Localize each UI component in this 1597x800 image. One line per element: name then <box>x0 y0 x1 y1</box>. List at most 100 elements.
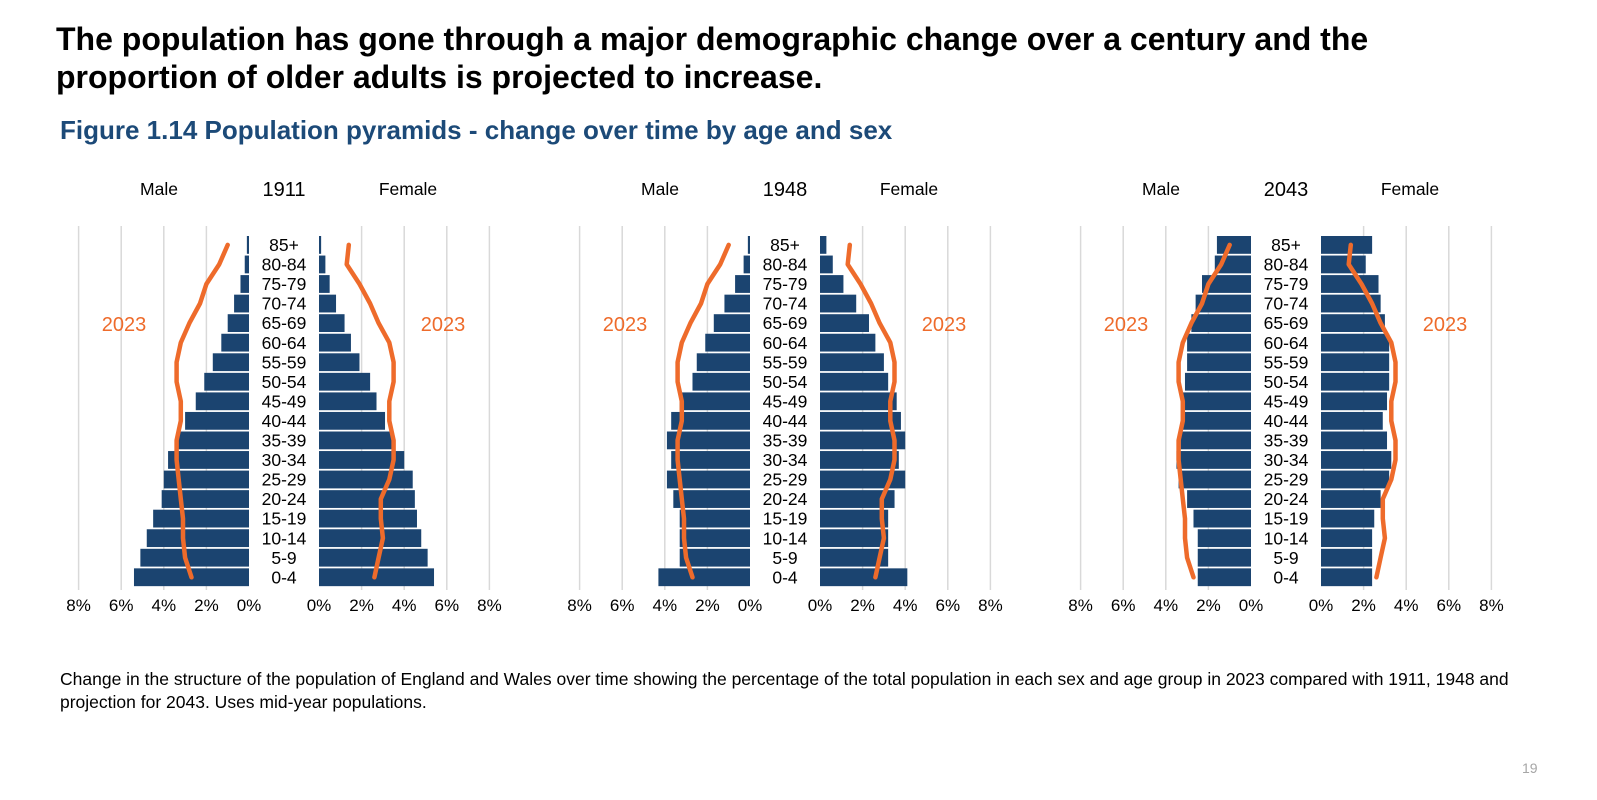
age-group-label: 60-64 <box>262 333 307 353</box>
female-bar <box>1321 490 1381 508</box>
female-bar <box>1321 333 1390 352</box>
male-bar <box>692 372 750 391</box>
female-bar <box>1321 548 1373 567</box>
male-axis-tick-label: 4% <box>152 596 177 615</box>
female-2023-label: 2023 <box>922 314 967 336</box>
pyramid-year-title: 1948 <box>763 179 808 201</box>
age-group-label: 40-44 <box>763 411 808 431</box>
male-bar <box>679 529 750 548</box>
female-axis-tick-label: 2% <box>349 596 374 615</box>
male-axis-tick-label: 2% <box>194 596 219 615</box>
female-bar <box>319 451 405 469</box>
age-group-label: 35-39 <box>1264 431 1309 451</box>
female-header: Female <box>1381 179 1439 199</box>
female-bar <box>1321 451 1392 469</box>
female-bar <box>1321 314 1385 332</box>
female-bar <box>319 509 417 528</box>
female-axis-tick-label: 8% <box>1479 596 1504 615</box>
female-bar <box>820 509 889 528</box>
male-bar <box>743 255 750 274</box>
female-bar <box>820 451 899 469</box>
male-axis-tick-label: 6% <box>109 596 134 615</box>
female-bar <box>820 372 889 391</box>
female-bar <box>1321 411 1383 430</box>
female-axis-tick-label: 0% <box>808 596 833 615</box>
female-header: Female <box>379 179 437 199</box>
age-group-label: 25-29 <box>262 470 307 490</box>
male-bar <box>671 411 750 430</box>
male-axis-tick-label: 4% <box>653 596 678 615</box>
age-group-label: 70-74 <box>1264 294 1309 314</box>
male-2023-label: 2023 <box>102 314 147 336</box>
male-bar <box>212 353 249 372</box>
male-axis-tick-label: 8% <box>1068 596 1093 615</box>
age-group-label: 75-79 <box>1264 274 1309 294</box>
female-axis-tick-label: 6% <box>1437 596 1462 615</box>
age-group-label: 55-59 <box>1264 352 1309 372</box>
female-bar <box>1321 568 1373 587</box>
female-bar <box>319 236 322 254</box>
female-axis-tick-label: 0% <box>307 596 332 615</box>
male-bar <box>1180 431 1251 450</box>
female-axis-tick-label: 6% <box>936 596 961 615</box>
age-group-label: 50-54 <box>262 372 307 392</box>
age-group-label: 40-44 <box>262 411 307 431</box>
age-group-label: 55-59 <box>763 352 808 372</box>
female-bar <box>319 490 415 508</box>
male-bar <box>666 470 750 489</box>
female-bar <box>319 470 413 489</box>
male-bar <box>658 568 750 587</box>
age-group-label: 45-49 <box>262 391 307 411</box>
male-2023-label: 2023 <box>603 314 648 336</box>
age-group-label: 85+ <box>1271 235 1301 255</box>
age-group-label: 65-69 <box>763 313 808 333</box>
male-axis-tick-label: 2% <box>1196 596 1221 615</box>
age-group-label: 5-9 <box>271 548 296 568</box>
male-bar <box>724 294 750 313</box>
male-2023-line <box>174 242 230 580</box>
age-group-label: 30-34 <box>763 450 808 470</box>
male-bar <box>1176 451 1251 469</box>
male-axis-tick-label: 0% <box>738 596 763 615</box>
female-bar <box>820 411 901 430</box>
female-bar <box>820 490 895 508</box>
age-group-label: 30-34 <box>1264 450 1309 470</box>
age-group-label: 0-4 <box>1273 567 1299 587</box>
female-bar <box>319 411 386 430</box>
female-2023-label: 2023 <box>1423 314 1468 336</box>
female-bar <box>820 548 889 567</box>
male-bar <box>163 470 249 489</box>
male-bar <box>1197 548 1251 567</box>
male-bar <box>1187 353 1251 372</box>
age-group-label: 30-34 <box>262 450 307 470</box>
age-group-label: 0-4 <box>271 567 297 587</box>
age-group-label: 55-59 <box>262 352 307 372</box>
male-bar <box>1184 372 1251 391</box>
male-bar <box>1178 470 1251 489</box>
male-bar <box>679 509 750 528</box>
female-bar <box>820 255 833 274</box>
male-bar <box>146 529 249 548</box>
age-group-label: 20-24 <box>763 489 808 509</box>
female-2023-line <box>1346 242 1398 580</box>
age-group-label: 60-64 <box>1264 333 1309 353</box>
male-bar <box>1195 294 1251 313</box>
age-group-label: 75-79 <box>763 274 808 294</box>
age-group-label: 70-74 <box>763 294 808 314</box>
female-header: Female <box>880 179 938 199</box>
female-axis-tick-label: 8% <box>978 596 1003 615</box>
male-bar <box>1202 275 1251 293</box>
age-group-label: 40-44 <box>1264 411 1309 431</box>
page-number: 19 <box>1522 760 1538 776</box>
female-bar <box>820 470 906 489</box>
female-bar <box>820 333 876 352</box>
female-bar <box>1321 294 1381 313</box>
age-group-label: 10-14 <box>763 528 808 548</box>
female-bar <box>1321 372 1390 391</box>
male-bar <box>204 372 249 391</box>
male-bar <box>1197 529 1251 548</box>
male-2023-label: 2023 <box>1104 314 1149 336</box>
female-2023-line <box>845 242 897 580</box>
figure-title: Figure 1.14 Population pyramids - change… <box>60 115 893 145</box>
female-bar <box>1321 470 1390 489</box>
